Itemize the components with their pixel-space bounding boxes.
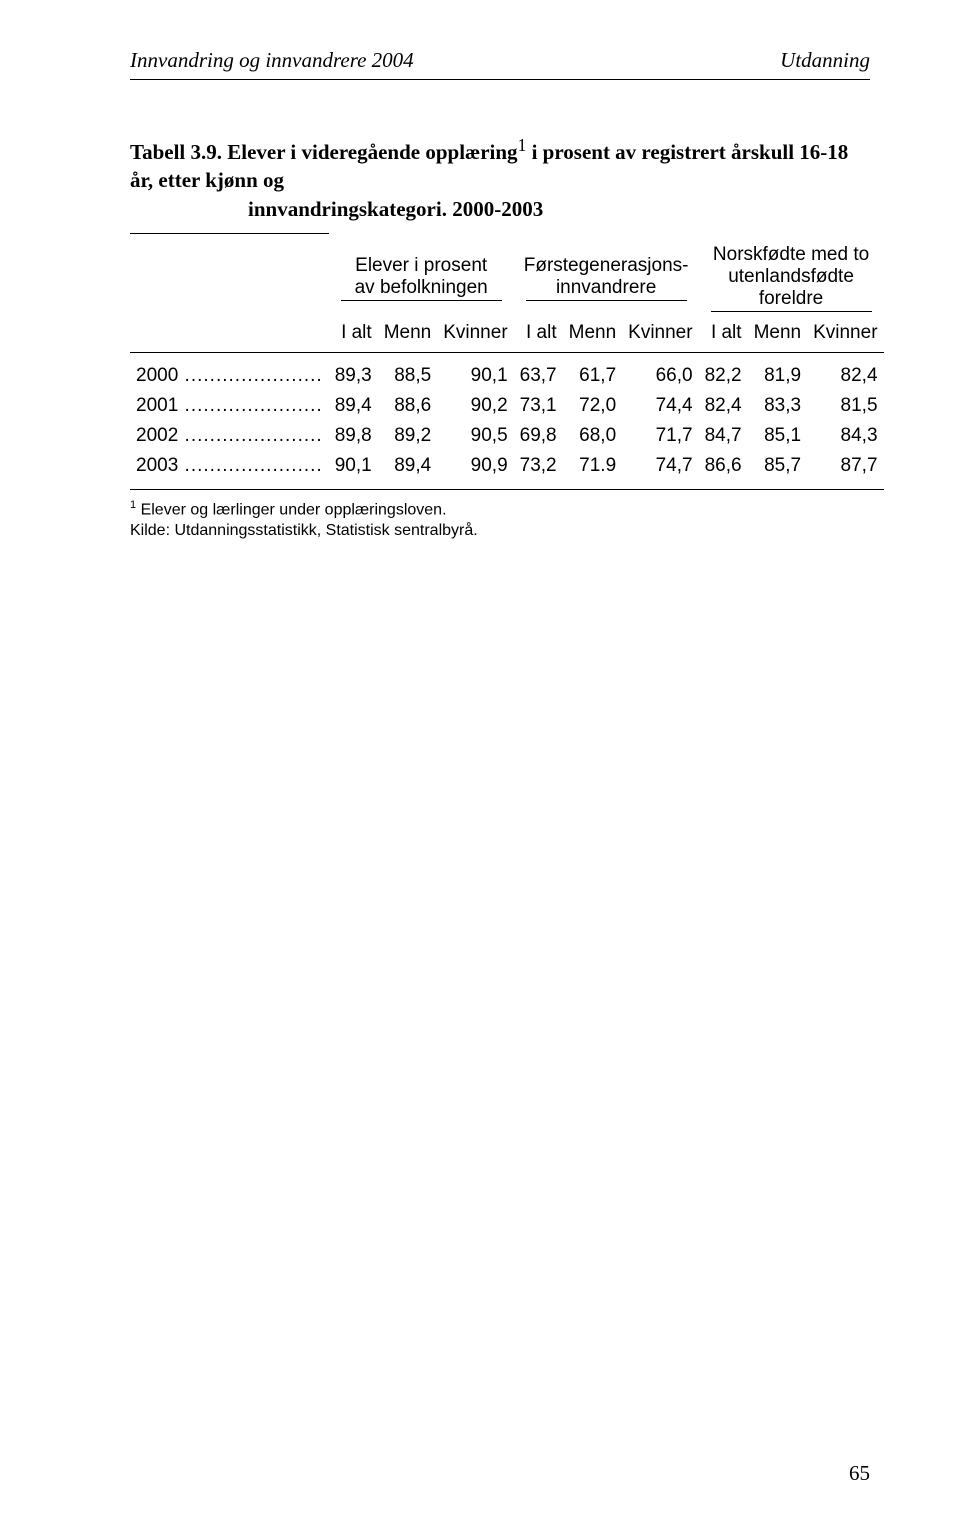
col-header: Kvinner bbox=[807, 316, 883, 353]
col-header: Menn bbox=[563, 316, 623, 353]
cell: 73,2 bbox=[514, 451, 563, 490]
table-footnotes: 1 Elever og lærlinger under opplæringslo… bbox=[130, 498, 870, 543]
cell: 66,0 bbox=[622, 352, 698, 391]
cell: 82,2 bbox=[699, 352, 748, 391]
cell: 71.9 bbox=[563, 451, 623, 490]
row-stub: 2001 ...................... bbox=[130, 391, 329, 421]
table-caption: Tabell 3.9. Elever i videregående opplær… bbox=[130, 134, 870, 223]
cell: 74,4 bbox=[622, 391, 698, 421]
cell: 87,7 bbox=[807, 451, 883, 490]
cell: 85,7 bbox=[748, 451, 808, 490]
cell: 72,0 bbox=[563, 391, 623, 421]
footnote-1: 1 Elever og lærlinger under opplæringslo… bbox=[130, 498, 870, 521]
cell: 89,4 bbox=[378, 451, 438, 490]
cell: 90,1 bbox=[437, 352, 513, 391]
cell: 90,1 bbox=[329, 451, 378, 490]
group-header-3: Norskfødte med to utenlandsfødte foreldr… bbox=[699, 234, 884, 316]
cell: 86,6 bbox=[699, 451, 748, 490]
running-head-left: Innvandring og innvandrere 2004 bbox=[130, 48, 414, 73]
group-header-2: Førstegenerasjons- innvandrere bbox=[514, 234, 699, 316]
cell: 81,5 bbox=[807, 391, 883, 421]
table-title-sup: 1 bbox=[518, 135, 527, 155]
page-number: 65 bbox=[849, 1461, 870, 1486]
cell: 89,8 bbox=[329, 421, 378, 451]
running-head: Innvandring og innvandrere 2004 Utdannin… bbox=[130, 48, 870, 73]
cell: 73,1 bbox=[514, 391, 563, 421]
cell: 71,7 bbox=[622, 421, 698, 451]
group-rule-1 bbox=[341, 299, 502, 301]
cell: 83,3 bbox=[748, 391, 808, 421]
group-rule-2 bbox=[526, 299, 687, 301]
cell: 84,7 bbox=[699, 421, 748, 451]
top-rule bbox=[130, 79, 870, 80]
cell: 89,4 bbox=[329, 391, 378, 421]
table-row: 2000 ...................... 89,3 88,5 90… bbox=[130, 352, 884, 391]
running-head-right: Utdanning bbox=[780, 48, 870, 73]
cell: 88,6 bbox=[378, 391, 438, 421]
cell: 82,4 bbox=[699, 391, 748, 421]
cell: 88,5 bbox=[378, 352, 438, 391]
col-header: Menn bbox=[748, 316, 808, 353]
cell: 74,7 bbox=[622, 451, 698, 490]
table-source: Kilde: Utdanningsstatistikk, Statistisk … bbox=[130, 520, 870, 542]
table-row: 2001 ...................... 89,4 88,6 90… bbox=[130, 391, 884, 421]
col-header: I alt bbox=[329, 316, 378, 353]
cell: 89,3 bbox=[329, 352, 378, 391]
col-header: Kvinner bbox=[437, 316, 513, 353]
col-header: I alt bbox=[514, 316, 563, 353]
group-rule-3 bbox=[711, 310, 872, 312]
group-header-1-text: Elever i prosent av befolkningen bbox=[335, 255, 508, 299]
row-stub: 2000 ...................... bbox=[130, 352, 329, 391]
group-header-2-text: Førstegenerasjons- innvandrere bbox=[520, 255, 693, 299]
cell: 85,1 bbox=[748, 421, 808, 451]
stub-header bbox=[130, 234, 329, 353]
group-header-3-text: Norskfødte med to utenlandsfødte foreldr… bbox=[705, 244, 878, 310]
row-stub: 2003 ...................... bbox=[130, 451, 329, 490]
cell: 82,4 bbox=[807, 352, 883, 391]
col-header: Menn bbox=[378, 316, 438, 353]
col-header: I alt bbox=[699, 316, 748, 353]
table-row: 2002 ...................... 89,8 89,2 90… bbox=[130, 421, 884, 451]
cell: 90,9 bbox=[437, 451, 513, 490]
cell: 90,2 bbox=[437, 391, 513, 421]
col-header: Kvinner bbox=[622, 316, 698, 353]
row-stub: 2002 ...................... bbox=[130, 421, 329, 451]
cell: 68,0 bbox=[563, 421, 623, 451]
cell: 61,7 bbox=[563, 352, 623, 391]
cell: 63,7 bbox=[514, 352, 563, 391]
table-title-part2: innvandringskategori. 2000-2003 bbox=[248, 195, 543, 223]
table-title-part1: Elever i videregående opplæring bbox=[227, 140, 517, 164]
cell: 69,8 bbox=[514, 421, 563, 451]
data-table: Elever i prosent av befolkningen Førsteg… bbox=[130, 233, 884, 490]
cell: 89,2 bbox=[378, 421, 438, 451]
table-label: Tabell 3.9. bbox=[130, 140, 222, 164]
group-header-1: Elever i prosent av befolkningen bbox=[329, 234, 514, 316]
page-container: Innvandring og innvandrere 2004 Utdannin… bbox=[0, 0, 960, 1526]
cell: 81,9 bbox=[748, 352, 808, 391]
cell: 84,3 bbox=[807, 421, 883, 451]
cell: 90,5 bbox=[437, 421, 513, 451]
table-row: 2003 ...................... 90,1 89,4 90… bbox=[130, 451, 884, 490]
